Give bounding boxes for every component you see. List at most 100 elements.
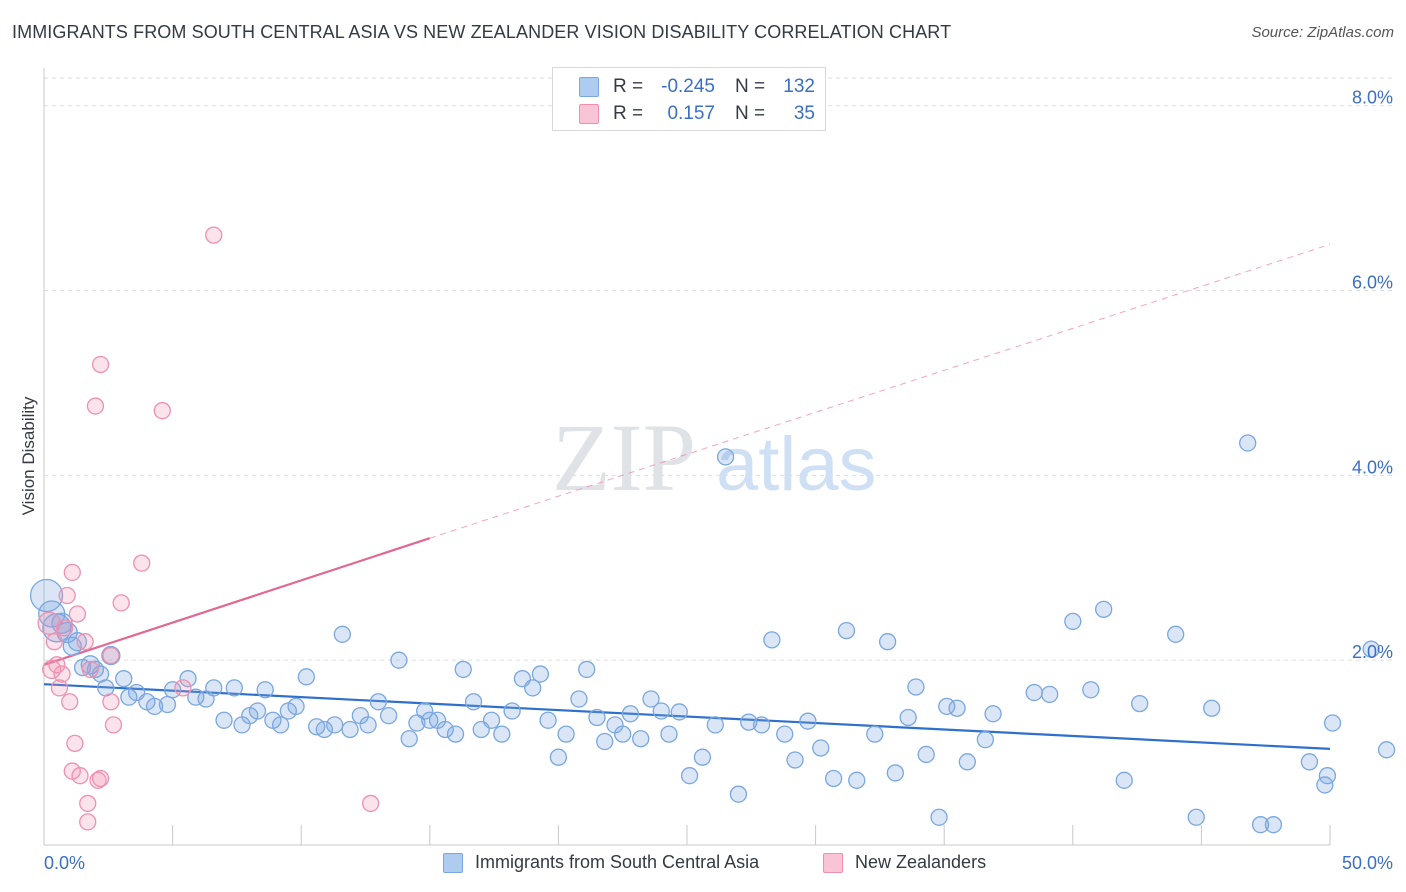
point-south-central-asia bbox=[976, 731, 995, 749]
point-new-zealanders bbox=[91, 769, 110, 788]
point-south-central-asia bbox=[145, 697, 164, 716]
point-new-zealanders bbox=[79, 794, 97, 813]
point-south-central-asia bbox=[205, 679, 223, 697]
point-south-central-asia bbox=[271, 716, 290, 734]
point-south-central-asia bbox=[1095, 600, 1113, 619]
source-note: Source: ZipAtlas.com bbox=[1251, 24, 1394, 41]
point-south-central-asia bbox=[333, 625, 352, 643]
point-south-central-asia bbox=[1377, 741, 1396, 759]
point-new-zealanders bbox=[86, 397, 105, 415]
point-south-central-asia bbox=[824, 769, 843, 788]
point-south-central-asia bbox=[325, 716, 344, 734]
point-south-central-asia bbox=[632, 730, 650, 748]
y-tick-label: 6.0% bbox=[1352, 273, 1393, 293]
point-new-zealanders bbox=[104, 716, 123, 734]
point-south-central-asia bbox=[287, 697, 305, 716]
y-tick-label: 4.0% bbox=[1352, 457, 1393, 477]
watermark-atlas: atlas bbox=[716, 422, 877, 507]
r-value: 0.157 bbox=[667, 103, 715, 124]
point-new-zealanders bbox=[55, 619, 74, 637]
point-south-central-asia bbox=[341, 720, 359, 739]
point-south-central-asia bbox=[531, 665, 550, 683]
point-south-central-asia bbox=[557, 725, 575, 743]
point-new-zealanders bbox=[68, 605, 87, 623]
point-south-central-asia bbox=[215, 711, 233, 729]
legend-item-south-central-asia: Immigrants from South Central Asia bbox=[443, 852, 759, 873]
point-south-central-asia bbox=[179, 670, 197, 688]
point-new-zealanders bbox=[133, 554, 151, 572]
point-south-central-asia bbox=[1041, 685, 1059, 704]
legend-label: New Zealanders bbox=[855, 852, 987, 872]
point-south-central-asia bbox=[1239, 434, 1257, 452]
point-new-zealanders bbox=[50, 679, 69, 697]
point-south-central-asia bbox=[359, 716, 377, 734]
point-south-central-asia bbox=[115, 670, 133, 688]
legend-swatch-blue bbox=[579, 77, 599, 97]
point-south-central-asia bbox=[740, 713, 758, 731]
trend-line-new-zealanders bbox=[43, 537, 431, 666]
point-south-central-asia bbox=[225, 679, 243, 697]
y-axis-label: Vision Disability bbox=[19, 396, 38, 515]
point-new-zealanders bbox=[37, 611, 61, 635]
point-south-central-asia bbox=[503, 702, 521, 720]
point-south-central-asia bbox=[1300, 753, 1319, 771]
watermark-zip: ZIP bbox=[552, 404, 696, 511]
data-points bbox=[29, 226, 1396, 834]
point-new-zealanders bbox=[53, 665, 71, 683]
point-south-central-asia bbox=[1025, 683, 1043, 702]
r-label: R = bbox=[613, 103, 644, 124]
point-new-zealanders bbox=[102, 646, 120, 665]
chart-title: IMMIGRANTS FROM SOUTH CENTRAL ASIA VS NE… bbox=[12, 22, 952, 42]
point-south-central-asia bbox=[379, 706, 398, 725]
point-new-zealanders bbox=[112, 594, 130, 612]
point-south-central-asia bbox=[1318, 767, 1337, 785]
point-south-central-asia bbox=[256, 681, 274, 699]
point-new-zealanders bbox=[58, 586, 76, 605]
point-south-central-asia bbox=[464, 693, 483, 711]
point-south-central-asia bbox=[1082, 681, 1100, 699]
point-south-central-asia bbox=[729, 785, 748, 803]
point-south-central-asia bbox=[752, 716, 771, 734]
point-south-central-asia bbox=[930, 808, 948, 826]
n-value: 35 bbox=[793, 103, 815, 124]
point-new-zealanders bbox=[361, 794, 380, 813]
point-south-central-asia bbox=[917, 745, 935, 764]
point-new-zealanders bbox=[76, 633, 94, 651]
point-south-central-asia bbox=[1187, 808, 1205, 826]
point-south-central-asia bbox=[886, 764, 904, 782]
n-label: N = bbox=[735, 103, 766, 124]
point-new-zealanders bbox=[174, 679, 192, 697]
point-south-central-asia bbox=[390, 651, 408, 669]
r-value: -0.245 bbox=[661, 76, 715, 97]
point-south-central-asia bbox=[786, 751, 804, 769]
x-tick-label-left: 0.0% bbox=[44, 853, 85, 873]
point-south-central-asia bbox=[1251, 816, 1270, 834]
point-south-central-asia bbox=[680, 767, 699, 785]
legend-label: Immigrants from South Central Asia bbox=[475, 852, 760, 872]
point-south-central-asia bbox=[958, 753, 976, 771]
axes bbox=[43, 68, 1331, 846]
point-new-zealanders bbox=[45, 633, 63, 651]
y-tick-label: 2.0% bbox=[1352, 642, 1393, 662]
point-south-central-asia bbox=[369, 693, 388, 711]
point-south-central-asia bbox=[454, 660, 472, 679]
point-south-central-asia bbox=[799, 712, 817, 730]
point-south-central-asia bbox=[400, 730, 418, 748]
point-new-zealanders bbox=[42, 659, 62, 680]
point-new-zealanders bbox=[91, 355, 110, 374]
legend-item-new-zealanders: New Zealanders bbox=[823, 852, 986, 873]
point-south-central-asia bbox=[539, 711, 557, 729]
x-tick-label-right: 50.0% bbox=[1342, 853, 1393, 873]
point-south-central-asia bbox=[493, 725, 511, 743]
point-south-central-asia bbox=[652, 702, 670, 720]
legend-swatch-pink bbox=[823, 852, 843, 873]
point-south-central-asia bbox=[1167, 625, 1185, 643]
point-south-central-asia bbox=[297, 668, 315, 686]
point-south-central-asia bbox=[670, 703, 688, 721]
point-south-central-asia bbox=[984, 705, 1002, 723]
point-south-central-asia bbox=[716, 448, 735, 466]
point-south-central-asia bbox=[848, 771, 866, 789]
point-south-central-asia bbox=[763, 631, 781, 649]
point-south-central-asia bbox=[866, 725, 884, 743]
